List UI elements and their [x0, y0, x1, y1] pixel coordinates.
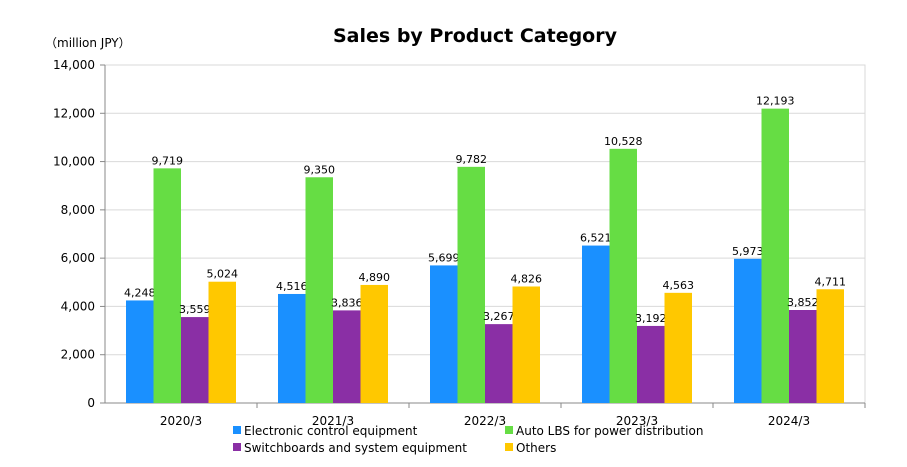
data-label: 9,782	[456, 153, 488, 166]
unit-label: （million JPY）	[45, 36, 131, 50]
bar	[360, 284, 388, 403]
data-label: 5,024	[207, 268, 239, 281]
data-label: 3,267	[483, 310, 515, 323]
data-label: 3,836	[331, 296, 363, 309]
bar	[637, 325, 665, 403]
y-tick-label: 8,000	[61, 203, 95, 217]
legend-label: Auto LBS for power distribution	[516, 424, 703, 438]
chart-title: Sales by Product Category	[333, 25, 618, 47]
data-label: 3,852	[787, 296, 819, 309]
data-label: 3,559	[179, 303, 211, 316]
bar	[512, 286, 540, 403]
x-tick-label: 2020/3	[160, 414, 202, 428]
bar	[305, 177, 333, 403]
bar	[761, 108, 789, 403]
bar	[126, 300, 154, 403]
bar	[789, 310, 817, 403]
bar	[278, 293, 306, 403]
legend-label: Electronic control equipment	[244, 424, 418, 438]
legend-label: Others	[516, 441, 556, 455]
bar	[485, 324, 513, 403]
x-tick-label: 2023/3	[616, 414, 658, 428]
y-tick-label: 10,000	[53, 155, 95, 169]
bar	[609, 148, 637, 403]
legend-swatch	[233, 426, 241, 434]
y-tick-label: 0	[87, 396, 95, 410]
legend-swatch	[505, 426, 513, 434]
data-label: 9,719	[152, 154, 184, 167]
data-label: 5,699	[428, 251, 460, 264]
data-label: 5,973	[732, 245, 764, 258]
data-label: 4,516	[276, 280, 308, 293]
data-label: 4,563	[663, 279, 695, 292]
data-label: 10,528	[604, 135, 643, 148]
y-tick-label: 14,000	[53, 58, 95, 72]
y-tick-label: 4,000	[61, 299, 95, 313]
data-label: 6,521	[580, 232, 612, 245]
data-label: 12,193	[756, 95, 795, 108]
bar	[457, 166, 485, 403]
data-label: 9,350	[304, 163, 336, 176]
legend-swatch	[505, 443, 513, 451]
legend-swatch	[233, 443, 241, 451]
bar	[208, 281, 236, 403]
bar	[153, 168, 181, 403]
legend-label: Switchboards and system equipment	[244, 441, 467, 455]
y-tick-label: 2,000	[61, 348, 95, 362]
data-label: 4,826	[511, 272, 543, 285]
y-tick-label: 6,000	[61, 251, 95, 265]
data-label: 4,890	[359, 271, 391, 284]
x-tick-label: 2022/3	[464, 414, 506, 428]
bar	[816, 289, 844, 403]
bar	[333, 310, 361, 403]
data-label: 4,711	[815, 275, 847, 288]
bar	[734, 258, 762, 403]
x-tick-label: 2024/3	[768, 414, 810, 428]
bar	[181, 317, 209, 403]
data-label: 4,248	[124, 286, 156, 299]
bar	[582, 245, 610, 403]
y-tick-label: 12,000	[53, 106, 95, 120]
data-label: 3,192	[635, 312, 667, 325]
x-tick-label: 2021/3	[312, 414, 354, 428]
bar	[664, 292, 692, 403]
bar	[430, 265, 458, 403]
